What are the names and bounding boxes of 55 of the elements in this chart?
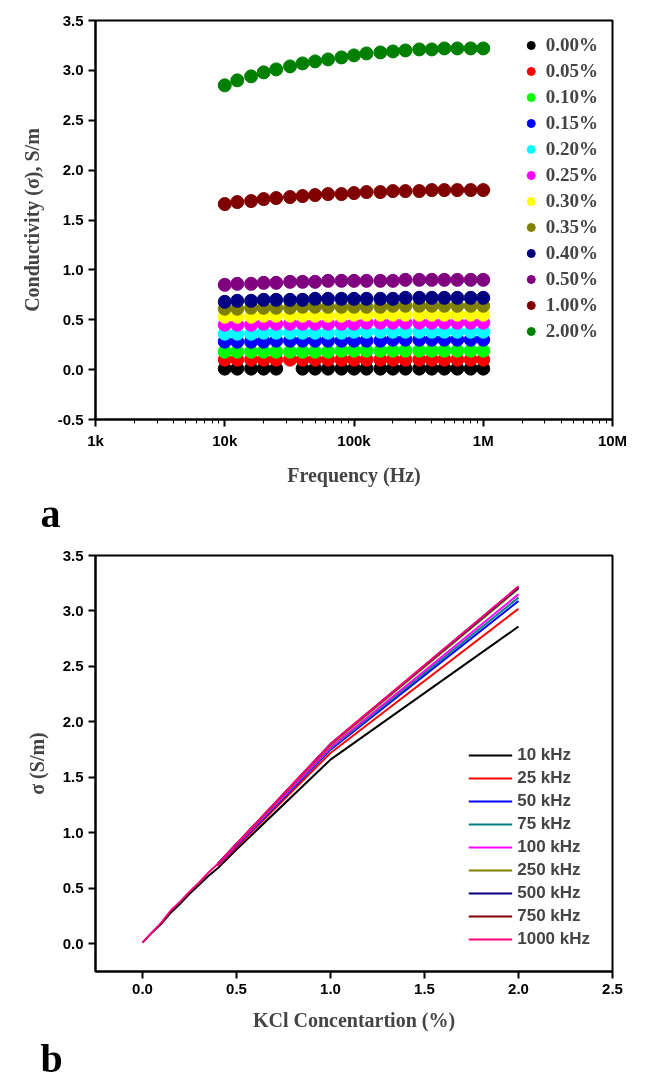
- legend-label: 10 kHz: [517, 745, 572, 765]
- legend-label: 0.00%: [545, 34, 598, 56]
- x-tick-label: 1.0: [320, 979, 341, 997]
- y-tick-label: 3.5: [62, 546, 84, 564]
- legend-label: 250 kHz: [517, 860, 581, 880]
- x-tick-label: 0.5: [226, 979, 247, 997]
- y-axis-title: Conductivity (σ), S/m: [20, 127, 44, 312]
- legend-label: 0.25%: [545, 164, 598, 186]
- y-tick-label: 1.5: [62, 211, 84, 228]
- y-tick-label: 0.0: [62, 360, 84, 378]
- y-tick-label: 2.0: [62, 712, 84, 730]
- legend-label: 100 kHz: [517, 837, 581, 857]
- y-tick-label: 0.5: [62, 879, 84, 897]
- y-tick-label: 3.0: [62, 61, 84, 79]
- x-axis-title: KCl Concentartion (%): [252, 1008, 456, 1032]
- legend-label: 0.20%: [545, 138, 598, 160]
- y-tick-label: 2.0: [62, 161, 84, 179]
- legend-label: 25 kHz: [517, 768, 572, 788]
- x-tick-label: 2.0: [508, 979, 529, 997]
- y-tick-label: 0.5: [62, 310, 84, 328]
- y-tick-label: 2.5: [62, 657, 84, 675]
- legend-label: 750 kHz: [517, 906, 581, 926]
- legend-label: 2.00%: [545, 320, 598, 342]
- y-tick-label: 3.5: [62, 11, 84, 29]
- legend-label: 0.05%: [545, 60, 598, 82]
- text: b: [40, 1035, 63, 1081]
- legend-label: 50 kHz: [517, 791, 572, 811]
- legend-label: 0.35%: [545, 216, 598, 238]
- legend-label: 1.00%: [545, 294, 598, 316]
- legend-label: 0.50%: [545, 268, 598, 290]
- x-tick-label: 10M: [597, 431, 628, 449]
- x-axis-title: Frequency (Hz): [287, 463, 421, 487]
- y-tick-label: 2.5: [62, 111, 84, 129]
- legend-label: 75 kHz: [517, 814, 572, 834]
- x-tick-label: 100k: [337, 431, 372, 449]
- x-tick-label: 10k: [212, 431, 238, 449]
- legend-label: 0.15%: [545, 112, 598, 134]
- legend-label: 500 kHz: [517, 883, 581, 903]
- x-tick-label: 1M: [472, 431, 494, 449]
- text: a: [40, 490, 61, 536]
- x-tick-label: 0.0: [132, 979, 153, 997]
- legend-label: 1000 kHz: [517, 929, 590, 949]
- legend-label: 0.10%: [545, 86, 598, 108]
- y-axis-title: σ (S/m): [25, 732, 49, 795]
- legend-label: 0.30%: [545, 190, 598, 212]
- y-tick-label: 3.0: [62, 601, 84, 619]
- x-tick-label: 1k: [87, 431, 105, 449]
- y-tick-label: 1.5: [62, 768, 84, 786]
- legend-label: 0.40%: [545, 242, 598, 264]
- y-tick-label: 0.0: [62, 934, 84, 952]
- y-tick-label: -0.5: [57, 410, 84, 428]
- y-tick-label: 1.0: [62, 823, 84, 841]
- x-tick-label: 1.5: [414, 979, 435, 997]
- x-tick-label: 2.5: [602, 979, 623, 997]
- y-tick-label: 1.0: [62, 260, 84, 278]
